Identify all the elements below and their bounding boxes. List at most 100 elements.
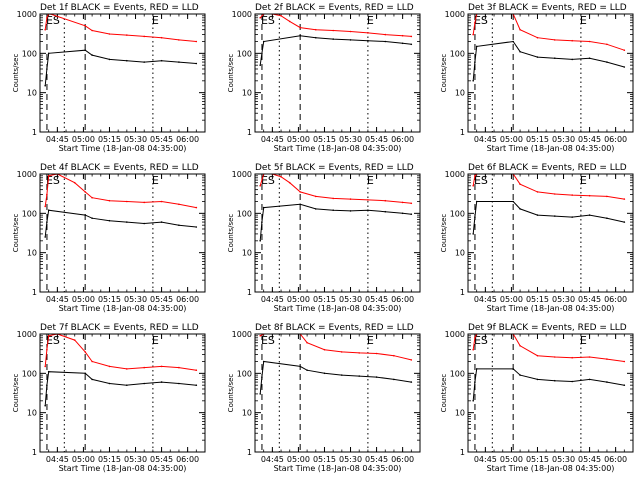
data-point-lld xyxy=(126,368,128,370)
data-point-lld xyxy=(306,341,308,344)
x-tick-label: 05:45 xyxy=(150,135,173,144)
data-point-events xyxy=(108,58,111,61)
data-point-lld xyxy=(126,200,128,203)
x-tick-label: 05:00 xyxy=(500,135,523,144)
plot-frame xyxy=(254,333,421,453)
data-point-lld xyxy=(160,36,163,39)
data-point-events xyxy=(299,203,302,206)
data-point-events xyxy=(519,374,521,376)
data-point-lld xyxy=(474,21,476,24)
y-tick-label: 10 xyxy=(27,249,37,258)
y-tick-label: 10 xyxy=(27,89,37,98)
data-point-events xyxy=(519,50,521,53)
data-point-events xyxy=(84,372,86,375)
x-tick-label: 05:30 xyxy=(124,295,147,304)
x-axis-label: Start Time (18-Jan-08 04:35:00) xyxy=(487,464,615,473)
event-marker-label: E xyxy=(152,14,159,27)
y-axis-label: Counts/sec xyxy=(440,54,448,93)
data-point-lld xyxy=(44,205,46,208)
panel-det-6: Det 6f BLACK = Events, RED = LLD 1 10 100 10… xyxy=(440,163,634,313)
data-point-lld xyxy=(519,183,521,185)
plot-frame xyxy=(467,173,634,293)
series-line-lld xyxy=(44,174,197,209)
y-tick-label: 10 xyxy=(455,249,465,258)
data-point-lld xyxy=(606,195,608,198)
data-point-events xyxy=(262,40,265,43)
data-point-lld xyxy=(195,369,198,372)
panel-det-5: Det 5f BLACK = Events, RED = LLD 1 10 100 10… xyxy=(227,163,421,313)
series-line-events xyxy=(44,371,197,406)
x-tick-label: 05:15 xyxy=(313,135,336,144)
data-point-events xyxy=(410,213,413,215)
data-point-lld xyxy=(108,365,111,368)
event-marker-label: E xyxy=(580,14,587,27)
x-tick-label: 05:00 xyxy=(500,455,523,464)
data-point-events xyxy=(401,212,404,215)
data-point-events xyxy=(512,200,514,203)
data-point-events xyxy=(143,222,145,225)
data-point-lld xyxy=(280,176,282,178)
panel-title: Det 7f BLACK = Events, RED = LLD xyxy=(40,323,199,333)
x-tick-label: 05:45 xyxy=(365,135,388,144)
data-point-events xyxy=(571,216,573,218)
data-point-events xyxy=(262,360,265,363)
plot-frame xyxy=(467,333,634,453)
data-point-lld xyxy=(178,366,180,369)
series-line-lld xyxy=(44,334,197,371)
data-point-events xyxy=(519,208,521,210)
y-axis-label: Counts/sec xyxy=(440,214,448,253)
event-marker-label: E xyxy=(580,334,587,347)
series-line-events xyxy=(259,35,412,66)
x-tick-label: 06:00 xyxy=(176,295,199,304)
series-line-events xyxy=(44,49,197,86)
data-point-events xyxy=(571,380,573,383)
data-point-events xyxy=(358,375,361,377)
data-point-events xyxy=(160,221,163,223)
data-point-events xyxy=(393,378,395,381)
data-point-events xyxy=(143,382,145,385)
panel-title: Det 8f BLACK = Events, RED = LLD xyxy=(255,323,414,333)
panel-title: Det 1f BLACK = Events, RED = LLD xyxy=(40,3,199,13)
data-point-lld xyxy=(367,199,369,201)
data-point-events xyxy=(536,378,539,381)
y-tick-label: 100 xyxy=(22,209,37,218)
data-point-events xyxy=(47,370,50,373)
y-tick-label: 100 xyxy=(237,49,252,58)
x-tick-label: 05:00 xyxy=(500,295,523,304)
series-line-events xyxy=(472,368,625,401)
x-tick-label: 05:15 xyxy=(313,455,336,464)
x-tick-label: 05:45 xyxy=(578,455,601,464)
series-line-events xyxy=(472,201,625,234)
panel-title: Det 5f BLACK = Events, RED = LLD xyxy=(255,163,414,173)
data-point-lld xyxy=(358,352,361,354)
data-point-events xyxy=(261,376,263,378)
data-point-lld xyxy=(143,366,145,369)
data-point-events xyxy=(44,404,46,407)
x-tick-label: 05:15 xyxy=(313,295,336,304)
x-tick-label: 05:15 xyxy=(98,295,121,304)
event-marker-label: ES xyxy=(474,174,488,187)
x-tick-label: 04:45 xyxy=(474,135,497,144)
y-tick-label: 1000 xyxy=(17,10,37,19)
y-tick-label: 1000 xyxy=(232,170,252,179)
data-point-events xyxy=(160,59,163,62)
data-point-events xyxy=(332,209,335,211)
y-tick-label: 100 xyxy=(22,369,37,378)
x-tick-label: 06:00 xyxy=(391,455,414,464)
x-tick-label: 05:00 xyxy=(287,295,310,304)
data-point-events xyxy=(588,214,591,216)
plot-frame xyxy=(39,333,206,453)
y-tick-label: 1000 xyxy=(232,330,252,339)
data-point-lld xyxy=(474,337,476,339)
event-marker-label: ES xyxy=(46,14,60,27)
data-point-lld xyxy=(519,28,521,31)
y-axis-label: Counts/sec xyxy=(12,54,20,93)
y-axis-label: Counts/sec xyxy=(12,374,20,413)
y-tick-label: 10 xyxy=(242,409,252,418)
data-point-lld xyxy=(91,360,93,363)
data-point-lld xyxy=(47,335,50,337)
data-point-events xyxy=(160,381,163,383)
data-point-events xyxy=(401,42,404,45)
y-tick-label: 1 xyxy=(32,128,37,137)
x-tick-label: 06:00 xyxy=(391,135,414,144)
